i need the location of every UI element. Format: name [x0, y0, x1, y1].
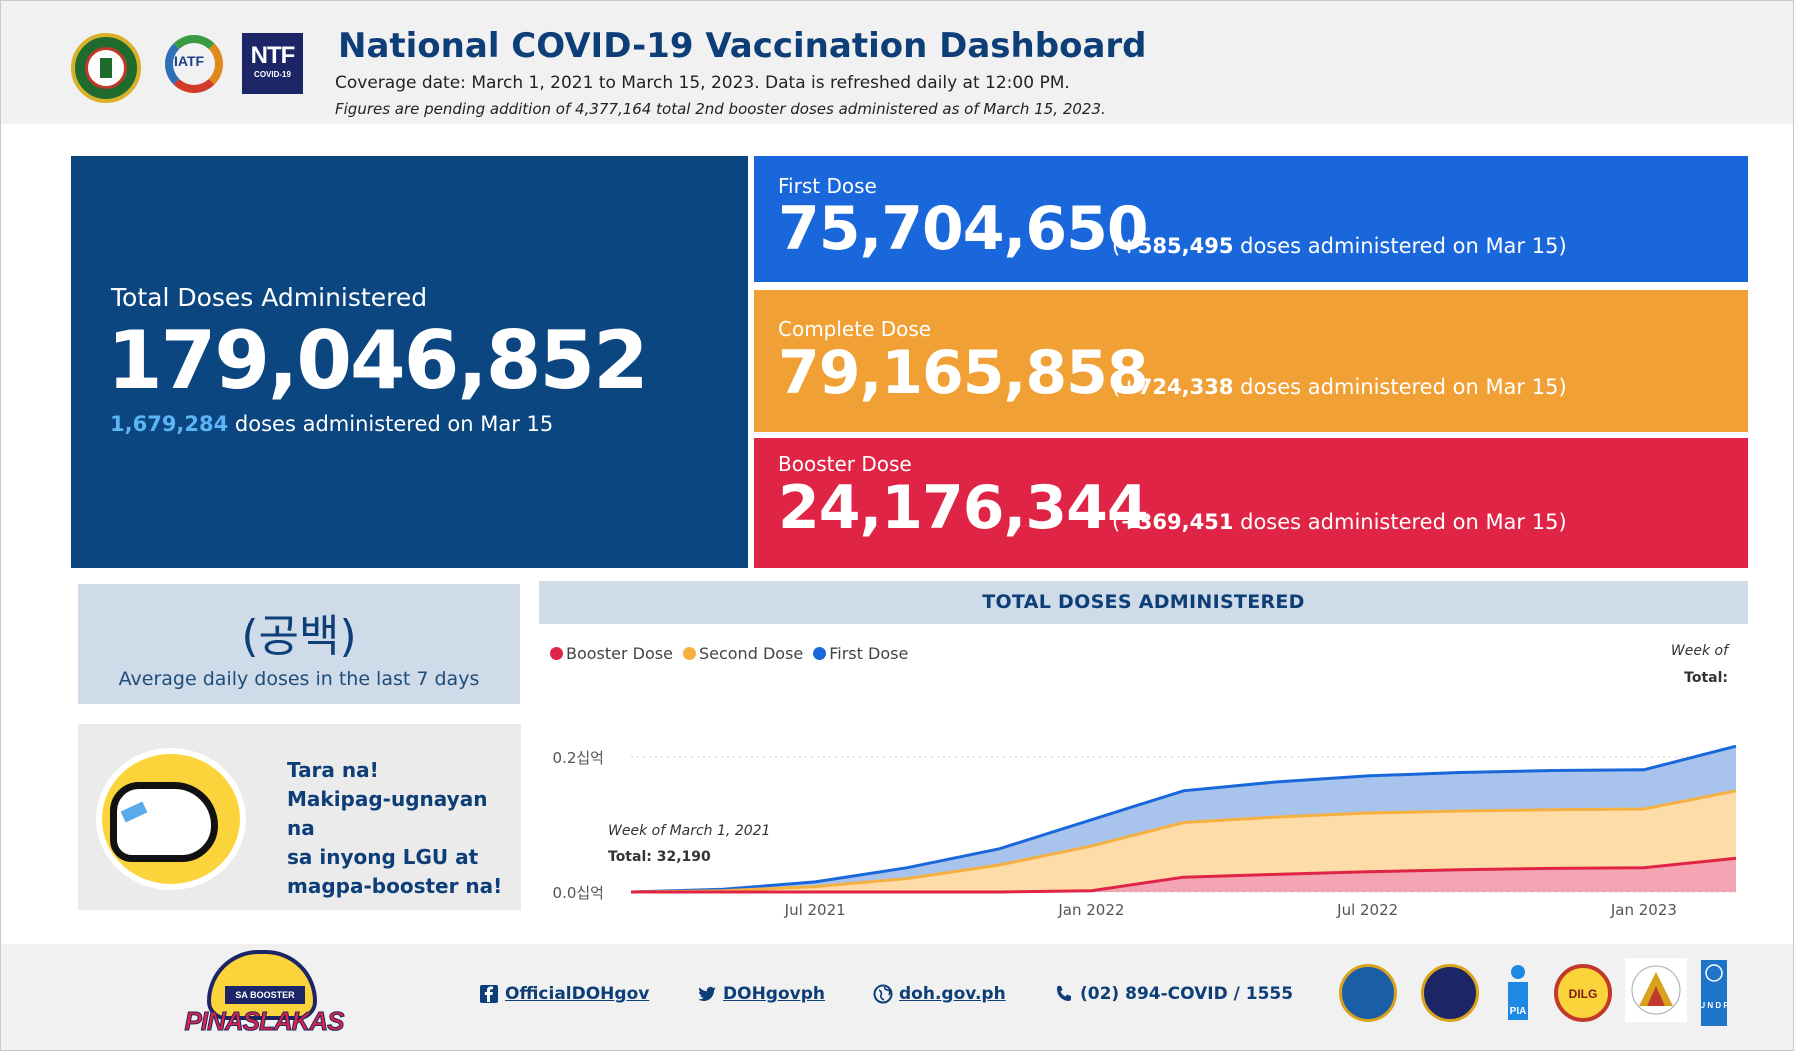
- pcg-seal-logo: [1421, 964, 1479, 1022]
- facebook-link-text: OfficialDOHgov: [505, 984, 650, 1004]
- x-tick-label: Jan 2023: [1610, 901, 1677, 919]
- booster-dose-delta-text: doses administered on Mar 15): [1233, 510, 1567, 534]
- booster-dose-delta-value: +369,451: [1120, 510, 1234, 534]
- average-daily-caption: Average daily doses in the last 7 days: [118, 668, 480, 690]
- total-doses-daily-text: doses administered on Mar 15: [228, 412, 554, 436]
- first-dose-delta-value: +585,495: [1120, 234, 1234, 258]
- complete-dose-delta: (+724,338 doses administered on Mar 15): [1112, 375, 1567, 399]
- dilg-seal-logo: DILG: [1554, 964, 1612, 1022]
- phone-icon: [1057, 986, 1071, 1001]
- chart-tooltip-left: Week of March 1, 2021 Total: 32,190: [608, 818, 770, 870]
- undp-logo: U N D P: [1699, 960, 1729, 1026]
- booster-dose-label: Booster Dose: [778, 452, 912, 476]
- booster-dose-delta: (+369,451 doses administered on Mar 15): [1112, 510, 1567, 534]
- pending-note: Figures are pending addition of 4,377,16…: [335, 100, 1106, 118]
- complete-dose-delta-value: +724,338: [1120, 375, 1234, 399]
- total-doses-daily-value: 1,679,284: [110, 412, 229, 436]
- first-dose-delta: (+585,495 doses administered on Mar 15): [1112, 234, 1567, 258]
- chart-legend: Booster Dose Second Dose First Dose: [550, 644, 908, 663]
- dilg-logo-text: DILG: [1569, 987, 1598, 1001]
- booster-promo-text: Tara na! Makipag-ugnayan na sa inyong LG…: [287, 756, 517, 901]
- tooltip-right-total: Total:: [1684, 670, 1728, 686]
- total-doses-daily: 1,679,284 doses administered on Mar 15: [110, 412, 553, 436]
- booster-promo-panel: Tara na! Makipag-ugnayan na sa inyong LG…: [78, 724, 521, 910]
- line-booster-dose[interactable]: [631, 856, 1737, 894]
- iatf-logo: IATF: [161, 33, 229, 103]
- legend-label-second: Second Dose: [698, 644, 804, 663]
- complete-dose-label: Complete Dose: [778, 317, 932, 341]
- x-tick-label: Jul 2021: [784, 901, 846, 919]
- total-doses-tile[interactable]: Total Doses Administered 179,046,852 1,6…: [71, 156, 748, 568]
- x-tick-label: Jul 2022: [1336, 901, 1398, 919]
- complete-dose-value: 79,165,858: [778, 338, 1149, 408]
- first-dose-tile[interactable]: First Dose 75,704,650 (+585,495 doses ad…: [754, 156, 1748, 282]
- complete-dose-delta-text: doses administered on Mar 15): [1233, 375, 1567, 399]
- pia-logo-text: PIA: [1510, 1006, 1527, 1017]
- twitter-icon: [698, 986, 716, 1002]
- undp-logo-text: U N D P: [1701, 1001, 1727, 1010]
- opapru-seal-logo: [1625, 958, 1687, 1022]
- pia-logo: PIA: [1501, 964, 1535, 1022]
- promo-line-1: Tara na!: [287, 758, 379, 782]
- legend-item-booster[interactable]: Booster Dose: [550, 644, 673, 663]
- chart-tooltip-right: Week of Total:: [1671, 638, 1728, 692]
- header: IATF NTF COVID-19 National COVID-19 Vacc…: [1, 1, 1793, 124]
- phone-text: (02) 894-COVID / 1555: [1080, 984, 1294, 1004]
- line-first-dose[interactable]: [630, 744, 1737, 894]
- pinaslakas-ribbon: SA BOOSTER: [225, 986, 305, 1004]
- flexed-arm-icon: [96, 748, 246, 890]
- twitter-link-text: DOHgovph: [723, 984, 825, 1004]
- total-doses-value: 179,046,852: [107, 314, 649, 407]
- tooltip-left-total: Total: 32,190: [608, 849, 711, 865]
- iatf-logo-text: IATF: [174, 53, 205, 69]
- legend-dot-booster: [550, 647, 563, 660]
- first-dose-label: First Dose: [778, 174, 877, 198]
- facebook-icon: [480, 985, 498, 1003]
- ntf-logo: NTF COVID-19: [242, 33, 303, 94]
- chart-heading: TOTAL DOSES ADMINISTERED: [539, 581, 1748, 624]
- promo-line-3: sa inyong LGU at: [287, 845, 479, 869]
- y-tick-label: 0.0십억: [553, 884, 604, 902]
- ntf-logo-subtext: COVID-19: [254, 70, 291, 79]
- promo-line-2: Makipag-ugnayan na: [287, 787, 488, 840]
- average-daily-panel: (공백) Average daily doses in the last 7 d…: [78, 584, 520, 704]
- tooltip-right-week: Week of: [1670, 643, 1728, 659]
- pinaslakas-logo: SA BOOSTER PINASLAKAS: [181, 950, 347, 1038]
- booster-dose-value: 24,176,344: [778, 473, 1149, 543]
- booster-dose-tile[interactable]: Booster Dose 24,176,344 (+369,451 doses …: [754, 438, 1748, 568]
- doh-seal-logo: [71, 33, 141, 103]
- twitter-link[interactable]: DOHgovph: [697, 984, 825, 1004]
- x-tick-label: Jan 2022: [1057, 901, 1124, 919]
- promo-line-4: magpa-booster na!: [287, 874, 503, 898]
- facebook-link[interactable]: OfficialDOHgov: [479, 984, 649, 1004]
- average-daily-value: (공백): [241, 611, 357, 662]
- area-booster-dose: [631, 858, 1736, 892]
- coverage-date: Coverage date: March 1, 2021 to March 15…: [335, 73, 1070, 93]
- legend-item-second[interactable]: Second Dose: [682, 644, 804, 663]
- area-second-dose: [631, 790, 1736, 892]
- pcoo-seal-logo: [1339, 964, 1397, 1022]
- first-dose-value: 75,704,650: [778, 194, 1149, 264]
- ntf-logo-text: NTF: [250, 42, 296, 69]
- tooltip-left-week: Week of March 1, 2021: [608, 823, 771, 839]
- legend-label-first: First Dose: [829, 644, 909, 663]
- website-link-text: doh.gov.ph: [899, 984, 1006, 1004]
- line-second-dose[interactable]: [630, 789, 1737, 894]
- phone-link[interactable]: (02) 894-COVID / 1555: [1054, 984, 1293, 1004]
- legend-dot-first: [813, 647, 827, 660]
- first-dose-delta-text: doses administered on Mar 15): [1233, 234, 1567, 258]
- complete-dose-tile[interactable]: Complete Dose 79,165,858 (+724,338 doses…: [754, 290, 1748, 432]
- y-tick-label: 0.2십억: [553, 749, 604, 767]
- legend-dot-second: [682, 647, 696, 660]
- doses-area-chart[interactable]: 0.0십억 0.2십억 Jul 2021 Jan 2022 Jul 2022 Jan 20…: [539, 730, 1748, 930]
- legend-label-booster: Booster Dose: [566, 644, 673, 663]
- globe-icon: [873, 984, 893, 1004]
- footer: SA BOOSTER PINASLAKAS OfficialDOHgov DOH…: [1, 944, 1793, 1050]
- legend-item-first[interactable]: First Dose: [813, 644, 908, 663]
- pinaslakas-word: PINASLAKAS: [184, 1006, 345, 1037]
- total-doses-label: Total Doses Administered: [111, 283, 428, 312]
- page-title: National COVID-19 Vaccination Dashboard: [338, 26, 1147, 66]
- website-link[interactable]: doh.gov.ph: [873, 984, 1006, 1004]
